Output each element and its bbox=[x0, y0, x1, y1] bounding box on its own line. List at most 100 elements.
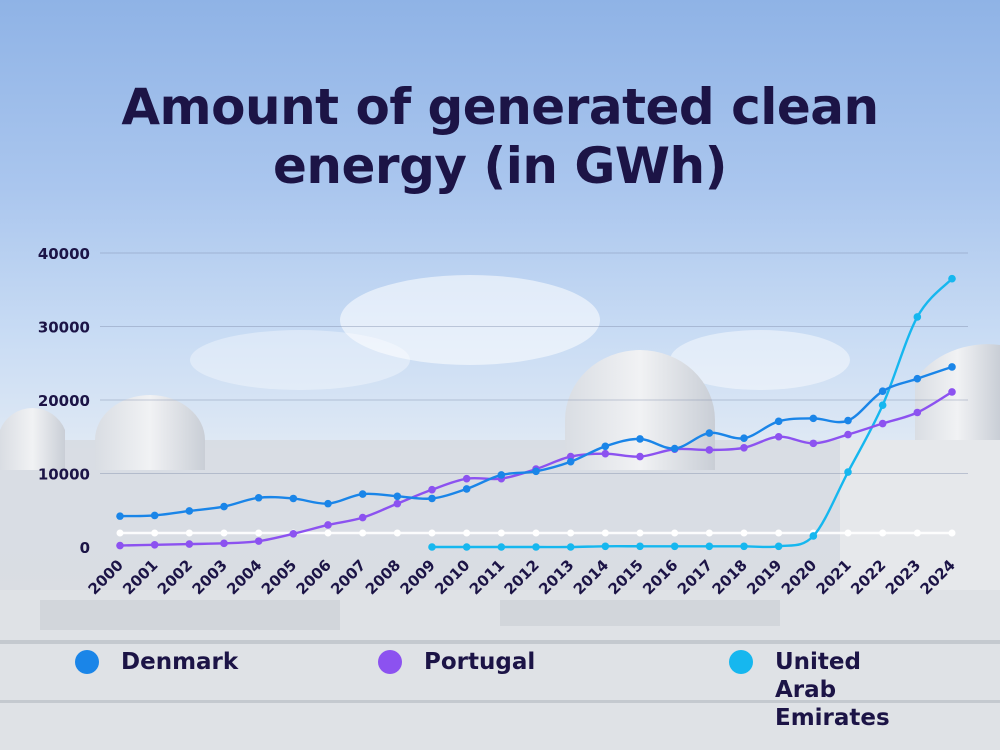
y-tick-label: 20000 bbox=[38, 392, 90, 410]
data-point-portugal bbox=[948, 388, 956, 396]
x-tick-label: 2004 bbox=[223, 556, 265, 598]
baseline-point bbox=[601, 529, 609, 537]
data-point-united-arab-emirates bbox=[636, 542, 644, 551]
data-point-denmark bbox=[913, 374, 922, 383]
data-point-denmark bbox=[705, 429, 714, 437]
legend-item-portugal: Portugal bbox=[378, 648, 574, 676]
y-tick-label: 30000 bbox=[38, 319, 90, 337]
data-point-portugal bbox=[358, 513, 367, 522]
baseline-point bbox=[567, 529, 575, 537]
data-point-united-arab-emirates bbox=[601, 542, 610, 551]
baseline-point bbox=[324, 529, 332, 537]
baseline-point bbox=[497, 529, 505, 537]
data-point-united-arab-emirates bbox=[566, 543, 575, 551]
x-tick-label: 2012 bbox=[501, 556, 543, 598]
data-point-denmark bbox=[358, 490, 367, 498]
baseline-point bbox=[220, 529, 228, 537]
data-point-portugal bbox=[462, 474, 471, 483]
legend-marker-denmark bbox=[75, 650, 99, 674]
data-point-denmark bbox=[497, 471, 506, 479]
y-tick-label: 0 bbox=[80, 539, 90, 557]
baseline-point bbox=[671, 529, 679, 537]
x-tick-label: 2011 bbox=[466, 556, 508, 598]
x-axis-tick-labels: 2000200120022003200420052006200720082009… bbox=[85, 556, 959, 598]
data-point-denmark bbox=[185, 507, 194, 515]
data-point-denmark bbox=[740, 434, 748, 443]
x-tick-label: 2001 bbox=[119, 556, 161, 598]
data-point-united-arab-emirates bbox=[532, 543, 540, 551]
baseline-point bbox=[705, 529, 713, 537]
data-point-united-arab-emirates bbox=[497, 543, 506, 551]
grid-lines bbox=[100, 252, 968, 474]
baseline-point bbox=[151, 529, 159, 537]
x-tick-label: 2009 bbox=[397, 556, 439, 598]
data-point-united-arab-emirates bbox=[948, 274, 956, 283]
data-point-denmark bbox=[601, 442, 610, 451]
legend-label-portugal: Portugal bbox=[424, 649, 536, 675]
baseline-point bbox=[879, 529, 887, 537]
data-point-united-arab-emirates bbox=[809, 532, 818, 540]
x-tick-label: 2018 bbox=[709, 556, 751, 598]
data-point-denmark bbox=[878, 387, 887, 395]
chart-title-line-1: Amount of generated clean bbox=[121, 78, 879, 136]
chart-title-line-2: energy (in GWh) bbox=[273, 137, 728, 195]
data-point-united-arab-emirates bbox=[428, 543, 436, 551]
x-tick-label: 2019 bbox=[743, 556, 785, 598]
x-tick-label: 2024 bbox=[917, 556, 959, 598]
data-point-portugal bbox=[220, 539, 228, 548]
data-point-united-arab-emirates bbox=[740, 542, 748, 551]
baseline-point bbox=[636, 529, 644, 537]
baseline-point bbox=[532, 529, 540, 537]
baseline-point bbox=[393, 529, 401, 537]
x-tick-label: 2002 bbox=[154, 556, 196, 598]
data-point-denmark bbox=[844, 416, 852, 425]
legend-item-denmark: Denmark bbox=[75, 648, 271, 676]
data-point-united-arab-emirates bbox=[670, 542, 679, 551]
y-tick-label: 10000 bbox=[38, 466, 90, 484]
data-point-denmark bbox=[254, 493, 263, 502]
data-point-denmark bbox=[289, 494, 298, 503]
data-point-denmark bbox=[462, 485, 471, 493]
x-tick-label: 2020 bbox=[778, 556, 820, 598]
data-point-denmark bbox=[220, 502, 228, 511]
data-point-united-arab-emirates bbox=[705, 542, 714, 551]
data-point-portugal bbox=[913, 408, 922, 417]
data-point-denmark bbox=[948, 363, 956, 371]
data-point-portugal bbox=[601, 449, 610, 458]
data-point-portugal bbox=[809, 439, 818, 448]
data-point-portugal bbox=[844, 430, 852, 439]
series-line-united-arab-emirates bbox=[432, 277, 953, 549]
baseline-point bbox=[740, 529, 748, 537]
data-point-portugal bbox=[636, 452, 644, 461]
data-point-denmark bbox=[116, 512, 124, 520]
legend-label-denmark: Denmark bbox=[121, 649, 239, 675]
data-point-denmark bbox=[809, 414, 818, 423]
baseline-point bbox=[844, 529, 852, 537]
data-point-united-arab-emirates bbox=[878, 401, 887, 409]
data-point-denmark bbox=[324, 499, 332, 508]
chart-title: Amount of generated clean energy (in GWh… bbox=[0, 78, 1000, 196]
baseline-point bbox=[185, 529, 193, 537]
data-point-denmark bbox=[774, 417, 783, 426]
x-tick-label: 2007 bbox=[327, 556, 369, 598]
legend-label-uae: United Arab Emirates bbox=[775, 649, 890, 731]
data-point-united-arab-emirates bbox=[913, 313, 922, 321]
baseline-point bbox=[948, 529, 956, 537]
data-point-denmark bbox=[566, 457, 575, 466]
data-point-portugal bbox=[878, 419, 887, 428]
y-axis-tick-labels: 0 10000 20000 30000 40000 bbox=[38, 245, 90, 557]
data-point-denmark bbox=[532, 467, 540, 476]
baseline-point bbox=[116, 529, 124, 537]
baseline-point bbox=[255, 529, 263, 537]
data-point-denmark bbox=[428, 494, 436, 503]
baseline-point bbox=[775, 529, 783, 537]
data-point-united-arab-emirates bbox=[462, 543, 471, 551]
data-point-portugal bbox=[116, 541, 124, 550]
x-tick-label: 2000 bbox=[85, 556, 127, 598]
data-point-portugal bbox=[428, 485, 436, 494]
data-point-portugal bbox=[185, 540, 194, 548]
x-tick-label: 2016 bbox=[639, 556, 681, 598]
x-tick-label: 2013 bbox=[535, 556, 577, 598]
